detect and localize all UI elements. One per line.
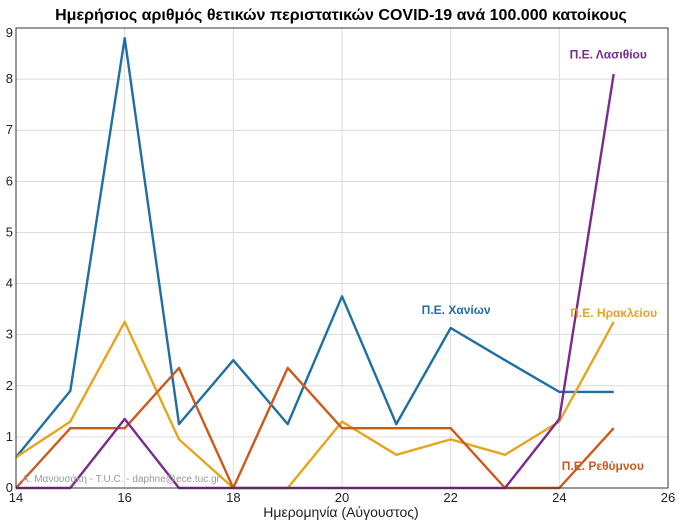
series-line-4 bbox=[16, 73, 615, 490]
x-tick-label: 24 bbox=[552, 490, 566, 505]
y-tick-label: 1 bbox=[6, 429, 13, 444]
y-tick-label: 0 bbox=[6, 480, 13, 495]
y-tick-label: 6 bbox=[6, 173, 13, 188]
y-tick-label: 4 bbox=[6, 276, 13, 291]
series-annotation-3: Π.Ε. Ηρακλείου bbox=[570, 306, 657, 320]
tick-labels: 0 1 2 3 4 5 6 7 8 9 14 16 18 20 22 24 26 bbox=[6, 25, 675, 505]
x-tick-label: 14 bbox=[9, 490, 23, 505]
series-line-2 bbox=[15, 320, 615, 490]
series-line-1 bbox=[15, 37, 614, 459]
y-tick-label: 9 bbox=[6, 25, 13, 40]
y-tick-label: 5 bbox=[6, 224, 13, 239]
x-axis-label: Ημερομηνία (Αύγουστος) bbox=[263, 504, 418, 520]
x-tick-label: 22 bbox=[443, 490, 457, 505]
watermark-text: Α. Μανουσάκη - T.U.C. - daphne@ece.tuc.g… bbox=[22, 473, 221, 485]
series-lines bbox=[15, 37, 615, 490]
plot-frame bbox=[15, 27, 669, 489]
x-tick-label: 20 bbox=[335, 490, 349, 505]
series-annotations: Π.Ε. Λασιθίου Π.Ε. Χανίων Π.Ε. Ηρακλείου Π.… bbox=[422, 48, 657, 473]
grid bbox=[15, 27, 669, 489]
y-tick-label: 2 bbox=[6, 378, 13, 393]
series-annotation-2: Π.Ε. Χανίων bbox=[422, 303, 491, 317]
x-tick-label: 16 bbox=[117, 490, 131, 505]
series-annotation-4: Π.Ε. Ρεθύμνου bbox=[562, 459, 644, 473]
y-tick-label: 3 bbox=[6, 327, 13, 342]
x-tick-label: 18 bbox=[226, 490, 240, 505]
series-annotation-1: Π.Ε. Λασιθίου bbox=[570, 48, 647, 62]
y-tick-label: 8 bbox=[6, 71, 13, 86]
y-tick-label: 7 bbox=[6, 122, 13, 137]
x-tick-label: 26 bbox=[661, 490, 675, 505]
chart-title: Ημερήσιος αριθμός θετικών περιστατικών C… bbox=[55, 7, 627, 24]
